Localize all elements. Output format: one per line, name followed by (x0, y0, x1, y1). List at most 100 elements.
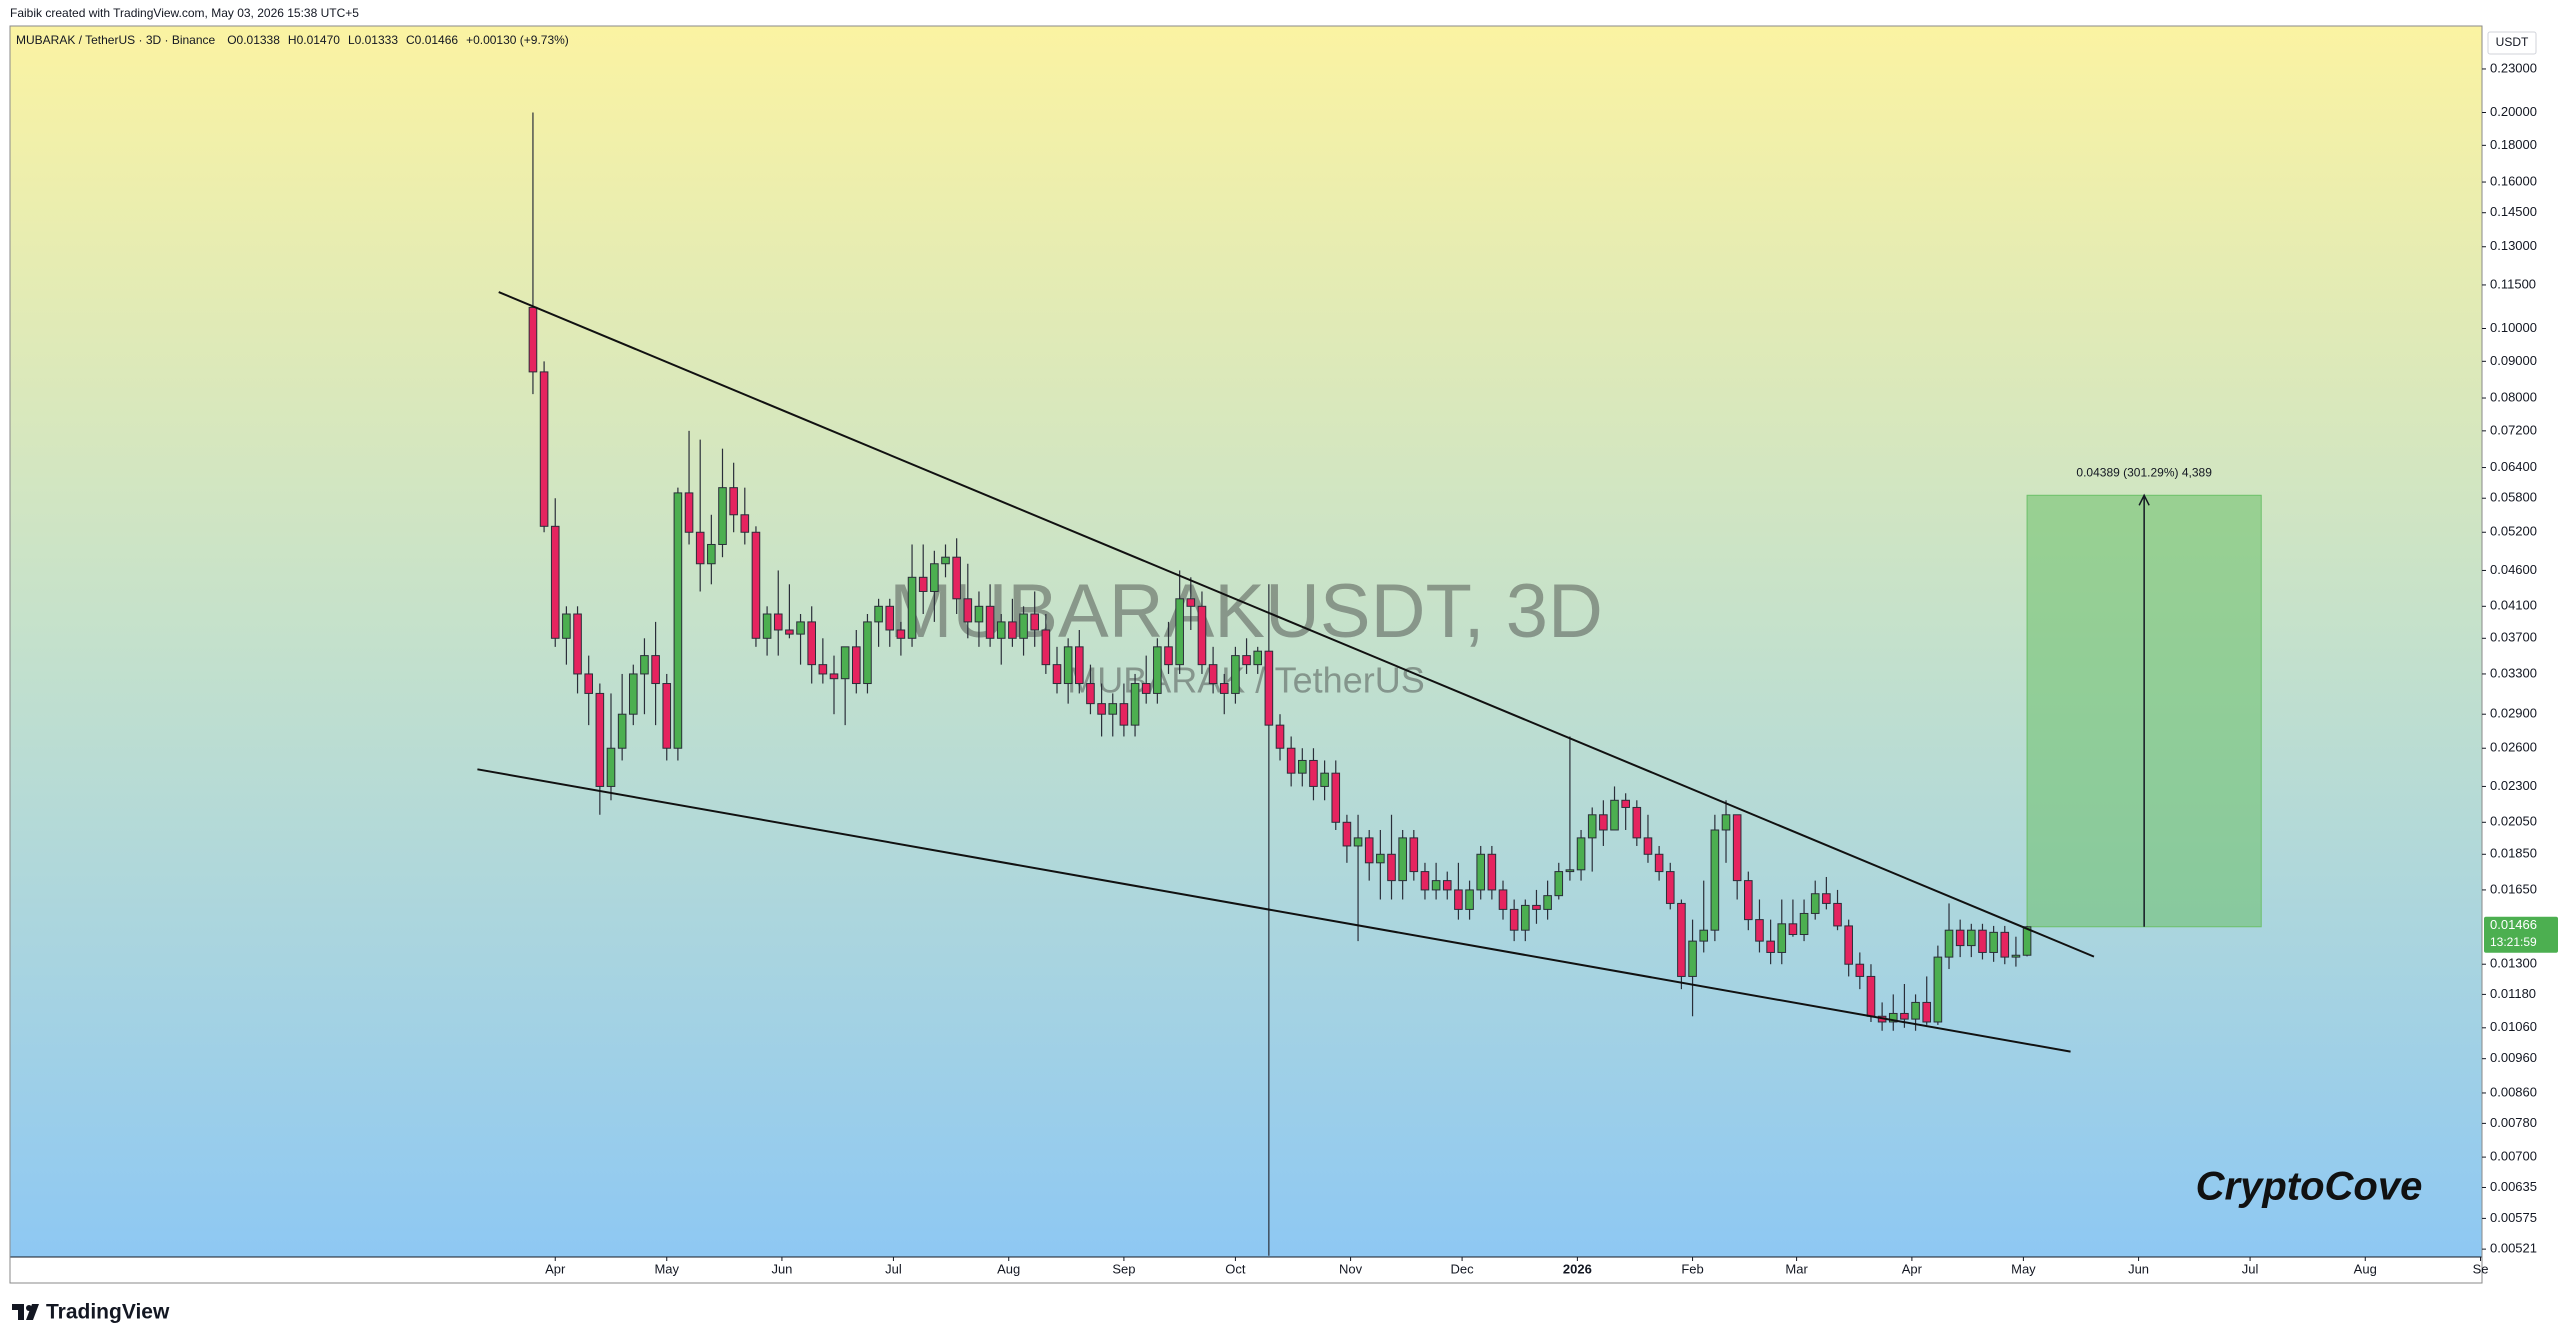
y-tick-label: 0.03700 (2490, 630, 2537, 645)
candle-body (1944, 929, 1954, 958)
candle-body (907, 576, 917, 639)
candle-body (1376, 853, 1385, 864)
currency: USDT (2496, 35, 2529, 49)
candle-body (729, 487, 738, 516)
candle-body (1030, 613, 1040, 631)
x-tick-label: Mar (1785, 1261, 1808, 1276)
candle-body (1654, 853, 1664, 873)
candle-body (807, 621, 816, 666)
candle-body (1476, 853, 1486, 891)
signature: CryptoCove (2196, 1165, 2423, 1209)
y-tick-label: 0.01300 (2490, 956, 2537, 971)
x-tick-label: Apr (1902, 1261, 1923, 1276)
x-tick-label: Aug (997, 1261, 1020, 1276)
candle-body (1019, 613, 1028, 639)
x-tick-label: Dec (1451, 1261, 1475, 1276)
candle-body (1610, 799, 1619, 831)
candle-body (2022, 926, 2032, 956)
candle-body (1989, 931, 1998, 953)
y-tick-label: 0.07200 (2490, 422, 2537, 437)
candle-body (974, 605, 984, 623)
candle-body (1498, 889, 1508, 910)
candle-body (628, 673, 638, 715)
candle-body (1643, 837, 1653, 855)
candle-body (818, 664, 828, 675)
last-price-badge (2484, 916, 2558, 953)
y-tick-label: 0.03300 (2490, 665, 2537, 680)
candle-body (640, 655, 649, 675)
candle-body (785, 629, 794, 635)
candle-body (1777, 923, 1787, 953)
y-tick-label: 0.18000 (2490, 137, 2537, 152)
candle-body (1888, 1012, 1898, 1023)
last-price-label: 0.01466 (2490, 917, 2537, 932)
candle-body (1521, 904, 1530, 931)
y-tick-label: 0.00780 (2490, 1115, 2537, 1130)
candle-body (963, 598, 973, 623)
price-axis: 0.23000 0.20000 0.18000 0.16000 0.14500 0.130… (2482, 60, 2558, 1256)
ohlc-legend-value: H0.01470 (288, 33, 340, 47)
candle-body (1721, 814, 1731, 831)
time-axis: Apr May Jun Jul Aug Sep Oct Nov Dec 2026 Feb Mar Apr… (545, 1257, 2489, 1276)
candle-body (1275, 724, 1285, 749)
candle-body (1175, 598, 1184, 666)
countdown-label: 13:21:59 (2490, 935, 2537, 949)
candle-body (1677, 902, 1686, 977)
y-tick-label: 0.01650 (2490, 881, 2537, 896)
candle-body (1487, 853, 1497, 891)
candle-body (1833, 902, 1842, 927)
y-tick-label: 0.08000 (2490, 389, 2537, 404)
candle-body (606, 747, 616, 787)
candle-body (874, 605, 883, 623)
candle-body (1543, 895, 1552, 910)
candle-body (1231, 655, 1240, 694)
candle-body (1153, 646, 1162, 694)
x-tick-label: May (654, 1261, 679, 1276)
y-tick-label: 0.00860 (2490, 1084, 2537, 1099)
candle-body (1420, 871, 1430, 891)
y-tick-label: 0.06400 (2490, 459, 2537, 474)
candle-body (1688, 940, 1697, 977)
candle-body (1599, 814, 1608, 831)
y-tick-label: 0.01060 (2490, 1019, 2537, 1034)
candle-body (1164, 646, 1173, 666)
candle-body (584, 673, 593, 694)
candle-body (1253, 650, 1263, 666)
y-tick-label: 0.00635 (2490, 1179, 2537, 1194)
candle-body (1710, 829, 1720, 931)
y-tick-label: 0.23000 (2490, 60, 2537, 75)
candle-body (941, 556, 950, 565)
candle-body (651, 655, 660, 685)
x-tick-label: Jul (885, 1261, 902, 1276)
x-tick-label: Oct (1225, 1261, 1246, 1276)
candle-body (1978, 929, 1987, 953)
candle-body (840, 646, 850, 680)
candle-body (1565, 869, 1575, 873)
y-tick-label: 0.01850 (2490, 846, 2537, 861)
candle-body (1364, 837, 1374, 864)
candle-body (1286, 747, 1296, 774)
candle-body (1744, 880, 1753, 921)
candle-body (1799, 912, 1809, 936)
candle-body (1086, 683, 1095, 705)
y-tick-label: 0.05200 (2490, 524, 2537, 539)
candle-body (863, 621, 872, 685)
brand-icon-dot (26, 1305, 32, 1311)
x-tick-label: Nov (1339, 1261, 1363, 1276)
price-axis-panel (2482, 26, 2560, 1257)
y-tick-label: 0.09000 (2490, 353, 2537, 368)
position-label: 0.04389 (301.29%) 4,389 (2076, 465, 2212, 479)
x-tick-label: Jul (2242, 1261, 2259, 1276)
candle-body (684, 492, 694, 533)
candle-body (1320, 772, 1329, 787)
candle-body (1298, 759, 1307, 774)
candle-body (1922, 1001, 1932, 1023)
y-tick-label: 0.20000 (2490, 104, 2537, 119)
candle-body (1309, 759, 1318, 787)
candle-body (762, 613, 772, 639)
y-tick-label: 0.02050 (2490, 814, 2537, 829)
x-tick-label: Sep (1112, 1261, 1135, 1276)
candle-body (952, 556, 961, 600)
